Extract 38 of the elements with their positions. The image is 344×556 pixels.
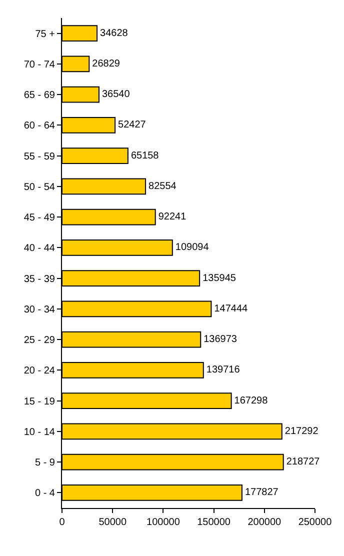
y-tick-label: 50 - 54 [24,182,56,193]
y-tick-label: 45 - 49 [24,212,56,224]
y-tick-label: 65 - 69 [24,90,56,102]
data-label: 177827 [244,487,279,498]
y-tick-label: 15 - 19 [24,396,56,408]
data-label: 167298 [234,395,268,406]
data-label: 135945 [202,272,236,284]
data-label: 217292 [284,426,319,437]
data-label: 82554 [148,180,177,192]
data-label: 136973 [204,334,238,346]
y-tick-label: 55 - 59 [24,151,56,162]
y-tick-label: 35 - 39 [24,274,56,285]
x-tick-label: 200000 [248,517,282,528]
y-tick-label: 75 + [35,28,56,40]
y-tick-label: 25 - 29 [24,335,56,346]
x-tick-label: 100000 [146,517,180,528]
data-label: 52427 [118,120,146,131]
y-tick-label: 5 - 9 [34,458,56,469]
y-tick-label: 0 - 4 [34,488,56,500]
y-tick-label: 70 - 74 [24,59,56,70]
x-tick-label: 150000 [197,517,231,528]
x-tick-label: 250000 [298,517,332,528]
data-label: 34628 [100,28,128,39]
x-tick-label: 0 [59,517,66,528]
data-label: 218727 [286,456,320,468]
y-tick-label: 30 - 34 [24,304,56,316]
data-label: 92241 [158,212,187,223]
data-label: 139716 [206,364,240,376]
data-label: 26829 [92,58,120,70]
x-tick-label: 50000 [98,517,127,528]
y-tick-label: 10 - 14 [24,426,56,438]
y-tick-label: 20 - 24 [24,366,56,377]
data-label: 65158 [130,150,160,162]
data-label: 109094 [175,242,210,254]
data-label: 36540 [102,89,130,100]
y-tick-label: 60 - 64 [24,120,56,132]
data-label: 147444 [214,303,248,314]
y-tick-label: 40 - 44 [24,243,56,254]
